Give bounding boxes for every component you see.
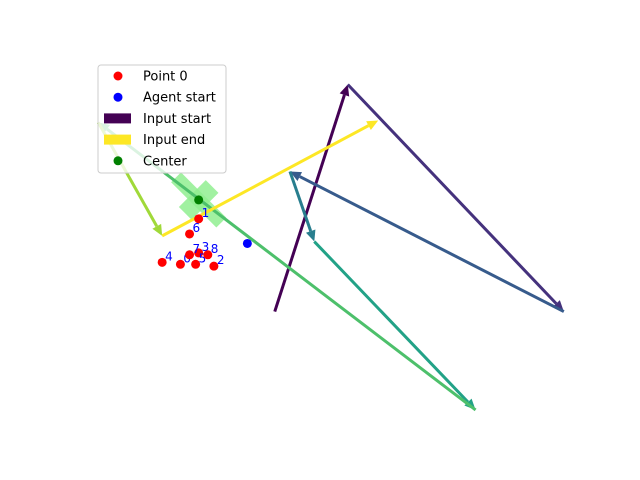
path-arrow-head-0	[339, 84, 350, 97]
point-5	[191, 259, 201, 269]
path-arrow-2	[299, 175, 565, 313]
point-0	[175, 259, 185, 269]
agent-start-dot	[242, 238, 252, 248]
path-arrow-head-7	[366, 120, 379, 131]
point-7	[185, 250, 195, 260]
point-label-4: 4	[165, 249, 173, 263]
point-label-5: 5	[199, 251, 207, 265]
point-label-8: 8	[211, 242, 219, 256]
path-arrow-0	[273, 94, 346, 313]
legend: Point 0 Agent start Input start Input end Ce…	[97, 64, 227, 174]
point-6	[185, 229, 195, 239]
point-label-1: 1	[202, 206, 210, 220]
point-3	[194, 248, 204, 258]
point-label-7: 7	[193, 242, 201, 256]
legend-marker-input-start	[104, 113, 131, 124]
legend-label-center: Center	[143, 154, 187, 169]
legend-label-input-start: Input start	[143, 112, 211, 127]
point-2	[209, 261, 219, 271]
point-label-3: 3	[202, 240, 210, 254]
path-arrow-head-2	[289, 171, 303, 181]
path-arrow-4	[313, 240, 470, 404]
point-1	[194, 214, 204, 224]
legend-marker-agent-start	[113, 92, 123, 102]
point-4	[157, 257, 167, 267]
path-arrow-head-6	[152, 223, 163, 236]
path-arrow-3	[288, 171, 313, 232]
legend-marker-point-0	[113, 71, 123, 81]
legend-marker-center	[113, 156, 123, 166]
point-label-2: 2	[217, 253, 225, 267]
path-arrow-1	[346, 83, 558, 305]
legend-label-input-end: Input end	[143, 133, 205, 148]
legend-marker-input-end	[104, 134, 131, 145]
path-arrow-head-3	[305, 229, 316, 242]
legend-label-point-0: Point 0	[143, 70, 188, 85]
data-points: 012345678	[157, 195, 252, 271]
legend-label-agent-start: Agent start	[143, 91, 216, 106]
center-dot	[194, 195, 204, 205]
point-8	[203, 250, 213, 260]
path-arrow-5	[106, 127, 477, 412]
legend-frame	[97, 64, 227, 174]
point-label-6: 6	[193, 221, 201, 235]
